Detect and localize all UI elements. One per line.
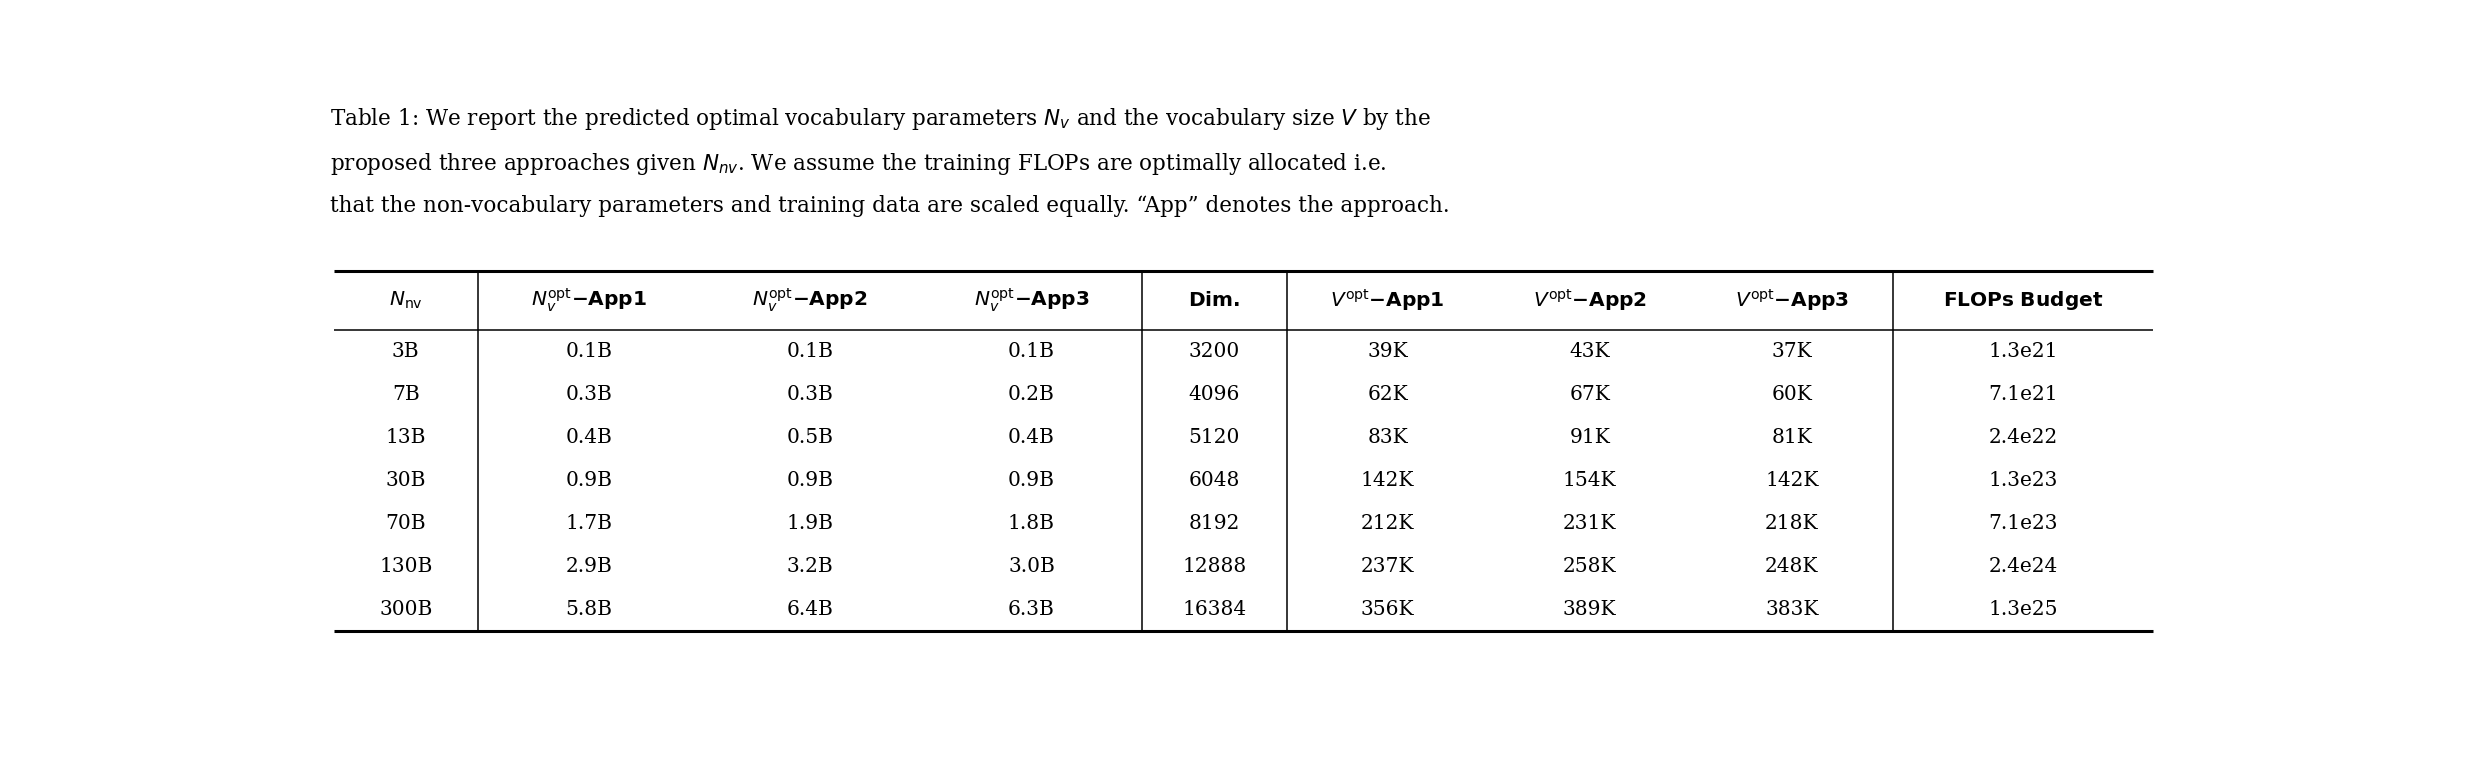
Text: 212K: 212K (1361, 513, 1413, 533)
Text: 6.3B: 6.3B (1009, 600, 1056, 619)
Text: 130B: 130B (380, 557, 432, 575)
Text: 1.9B: 1.9B (787, 513, 835, 533)
Text: 37K: 37K (1771, 342, 1813, 361)
Text: 81K: 81K (1771, 428, 1813, 447)
Text: 0.1B: 0.1B (566, 342, 611, 361)
Text: 356K: 356K (1361, 600, 1413, 619)
Text: $\mathbf{FLOPs\ Budget}$: $\mathbf{FLOPs\ Budget}$ (1942, 289, 2104, 312)
Text: 0.9B: 0.9B (787, 471, 835, 490)
Text: 0.1B: 0.1B (1009, 342, 1056, 361)
Text: $V^{\mathrm{opt}}$$\mathbf{-App2}$: $V^{\mathrm{opt}}$$\mathbf{-App2}$ (1533, 287, 1647, 313)
Text: 91K: 91K (1570, 428, 1610, 447)
Text: 0.3B: 0.3B (787, 385, 835, 404)
Text: 8192: 8192 (1190, 513, 1240, 533)
Text: 218K: 218K (1766, 513, 1818, 533)
Text: 60K: 60K (1771, 385, 1813, 404)
Text: 383K: 383K (1766, 600, 1818, 619)
Text: $N_v^{\mathrm{opt}}$$\mathbf{-App3}$: $N_v^{\mathrm{opt}}$$\mathbf{-App3}$ (974, 286, 1090, 314)
Text: 70B: 70B (385, 513, 427, 533)
Text: 83K: 83K (1366, 428, 1408, 447)
Text: 5.8B: 5.8B (566, 600, 611, 619)
Text: $\mathbf{Dim.}$: $\mathbf{Dim.}$ (1187, 291, 1240, 310)
Text: 7B: 7B (392, 385, 420, 404)
Text: $V^{\mathrm{opt}}$$\mathbf{-App3}$: $V^{\mathrm{opt}}$$\mathbf{-App3}$ (1734, 287, 1848, 313)
Text: 0.4B: 0.4B (1009, 428, 1056, 447)
Text: 0.3B: 0.3B (566, 385, 611, 404)
Text: 237K: 237K (1361, 557, 1413, 575)
Text: $N_v^{\mathrm{opt}}$$\mathbf{-App2}$: $N_v^{\mathrm{opt}}$$\mathbf{-App2}$ (753, 286, 867, 314)
Text: 258K: 258K (1562, 557, 1617, 575)
Text: 67K: 67K (1570, 385, 1610, 404)
Text: 154K: 154K (1562, 471, 1617, 490)
Text: 2.9B: 2.9B (566, 557, 611, 575)
Text: 0.4B: 0.4B (566, 428, 611, 447)
Text: proposed three approaches given $N_{nv}$. We assume the training FLOPs are optim: proposed three approaches given $N_{nv}$… (330, 151, 1386, 176)
Text: 1.3e25: 1.3e25 (1987, 600, 2057, 619)
Text: 39K: 39K (1366, 342, 1408, 361)
Text: that the non-vocabulary parameters and training data are scaled equally. “App” d: that the non-vocabulary parameters and t… (330, 195, 1448, 217)
Text: 3B: 3B (392, 342, 420, 361)
Text: 2.4e24: 2.4e24 (1987, 557, 2057, 575)
Text: 142K: 142K (1361, 471, 1413, 490)
Text: 1.8B: 1.8B (1009, 513, 1056, 533)
Text: 43K: 43K (1570, 342, 1610, 361)
Text: 1.7B: 1.7B (566, 513, 611, 533)
Text: 7.1e21: 7.1e21 (1987, 385, 2057, 404)
Text: 248K: 248K (1766, 557, 1818, 575)
Text: Table 1: We report the predicted optimal vocabulary parameters $N_v$ and the voc: Table 1: We report the predicted optimal… (330, 106, 1431, 132)
Text: 389K: 389K (1562, 600, 1617, 619)
Text: $V^{\mathrm{opt}}$$\mathbf{-App1}$: $V^{\mathrm{opt}}$$\mathbf{-App1}$ (1331, 287, 1446, 313)
Text: 16384: 16384 (1182, 600, 1247, 619)
Text: 62K: 62K (1366, 385, 1408, 404)
Text: 6048: 6048 (1190, 471, 1240, 490)
Text: 0.9B: 0.9B (1009, 471, 1056, 490)
Text: 4096: 4096 (1190, 385, 1240, 404)
Text: 231K: 231K (1562, 513, 1617, 533)
Text: 1.3e21: 1.3e21 (1987, 342, 2057, 361)
Text: 0.2B: 0.2B (1009, 385, 1056, 404)
Text: $N_v^{\mathrm{opt}}$$\mathbf{-App1}$: $N_v^{\mathrm{opt}}$$\mathbf{-App1}$ (532, 286, 646, 314)
Text: 3.2B: 3.2B (787, 557, 835, 575)
Text: 142K: 142K (1766, 471, 1818, 490)
Text: 0.9B: 0.9B (566, 471, 611, 490)
Text: 5120: 5120 (1190, 428, 1240, 447)
Text: 0.5B: 0.5B (787, 428, 835, 447)
Text: 2.4e22: 2.4e22 (1987, 428, 2057, 447)
Text: $N_{\mathrm{nv}}$: $N_{\mathrm{nv}}$ (390, 290, 422, 311)
Text: 0.1B: 0.1B (787, 342, 835, 361)
Text: 6.4B: 6.4B (787, 600, 835, 619)
Text: 3200: 3200 (1190, 342, 1240, 361)
Text: 7.1e23: 7.1e23 (1987, 513, 2057, 533)
Text: 13B: 13B (385, 428, 427, 447)
Text: 12888: 12888 (1182, 557, 1247, 575)
Text: 1.3e23: 1.3e23 (1987, 471, 2057, 490)
Text: 30B: 30B (385, 471, 427, 490)
Text: 300B: 300B (380, 600, 432, 619)
Text: 3.0B: 3.0B (1009, 557, 1056, 575)
